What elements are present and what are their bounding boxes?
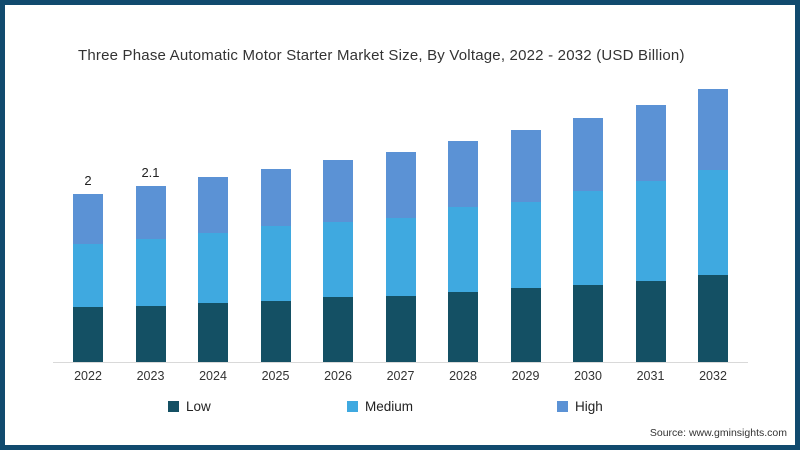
legend-swatch-medium [347,401,358,412]
x-axis-label-2031: 2031 [636,369,665,383]
legend: Low Medium High [0,396,800,418]
bar-segment-2031-high [635,104,666,182]
bar-segment-2027-medium [385,217,416,296]
bar-segment-2029-high [510,130,541,202]
x-axis-label-2026: 2026 [324,369,352,383]
legend-item-medium: Medium [347,399,413,414]
bar-segment-2026-low [323,297,353,362]
bar-segment-2025-medium [260,225,291,301]
bar-segment-2023-medium [135,238,166,306]
bar-segment-2023-low [135,305,166,362]
bar-segment-2026-high [323,160,353,222]
bar-segment-2032-high [698,89,728,171]
legend-swatch-low [168,401,179,412]
bar-segment-2032-medium [698,170,728,276]
legend-label-medium: Medium [365,399,414,414]
bar-segment-2023-high [135,185,166,239]
x-axis-label-2027: 2027 [386,369,415,383]
bar-segment-2024-low [198,303,228,362]
x-axis-line [53,362,748,363]
bar-segment-2031-low [635,280,666,362]
bar-segment-2030-low [573,284,603,362]
chart-title: Three Phase Automatic Motor Starter Mark… [78,47,685,64]
x-axis-label-2025: 2025 [261,369,290,383]
x-axis-label-2022: 2022 [74,369,102,383]
bar-segment-2028-high [448,141,478,207]
legend-label-low: Low [186,399,211,414]
legend-item-high: High [557,399,603,414]
bar-segment-2022-low [73,307,103,362]
bar-segment-2029-low [510,288,541,362]
bar-segment-2025-low [260,300,291,362]
x-axis-label-2029: 2029 [511,369,540,383]
bar-segment-2025-high [260,168,291,226]
bar-segment-2027-low [385,295,416,362]
bar-segment-2026-medium [323,221,353,298]
bar-segment-2032-low [698,275,728,362]
x-axis-label-2024: 2024 [199,369,227,383]
bar-segment-2024-high [198,177,228,234]
x-axis-label-2023: 2023 [136,369,165,383]
bar-segment-2027-high [385,152,416,218]
bar-segment-2030-medium [573,190,603,285]
bar-segment-2028-medium [448,206,478,293]
legend-label-high: High [575,399,603,414]
bar-segment-2030-high [573,118,603,191]
legend-swatch-high [557,401,568,412]
bar-segment-2024-medium [198,233,228,304]
x-axis-label-2030: 2030 [574,369,602,383]
bar-segment-2028-low [448,292,478,362]
source-attribution: Source: www.gminsights.com [649,427,787,439]
legend-item-low: Low [168,399,211,414]
bar-segment-2029-medium [510,201,541,289]
bar-segment-2022-high [73,194,103,245]
bar-value-label-2023: 2.1 [141,164,160,180]
bar-segment-2022-medium [73,244,103,308]
bar-segment-2031-medium [635,181,666,281]
x-axis-label-2032: 2032 [699,369,727,383]
bar-value-label-2022: 2 [84,173,92,188]
x-axis-label-2028: 2028 [449,369,477,383]
